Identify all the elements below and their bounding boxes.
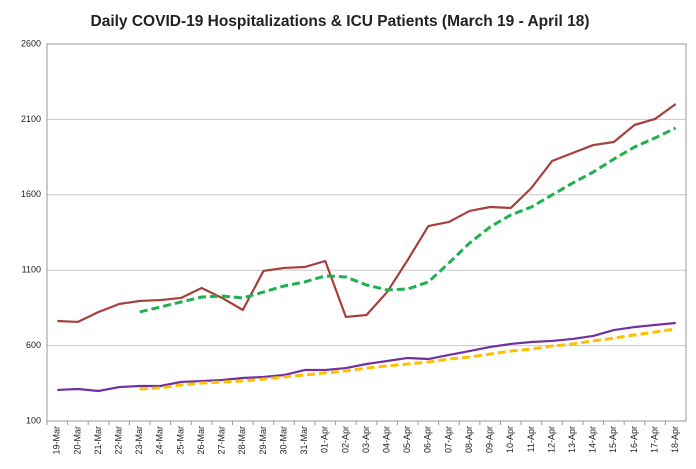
x-tick-label: 30-Mar [278,426,288,455]
x-tick-label: 25-Mar [175,426,185,455]
x-tick-label: 29-Mar [258,426,268,455]
x-tick-label: 06-Apr [423,426,433,453]
x-tick-label: 18-Apr [670,426,680,453]
y-tick-label: 2600 [21,38,41,48]
x-tick-label: 19-Mar [52,426,62,455]
x-tick-label: 08-Apr [464,426,474,453]
x-tick-label: 05-Apr [402,426,412,453]
y-tick-label: 1600 [21,189,41,199]
x-tick-label: 27-Mar [217,426,227,455]
y-tick-label: 1100 [22,265,41,275]
plot-border [46,43,687,422]
x-tick-label: 01-Apr [320,426,330,453]
x-tick-label: 17-Apr [649,426,659,453]
chart-title: Daily COVID-19 Hospitalizations & ICU Pa… [91,13,590,30]
x-tick-label: 12-Apr [546,426,556,453]
x-tick-label: 26-Mar [196,426,206,455]
x-tick-label: 03-Apr [361,426,371,453]
y-tick-label: 100 [26,415,41,425]
x-tick-label: 15-Apr [608,426,618,453]
x-tick-label: 20-Mar [72,426,82,455]
x-tick-label: 24-Mar [155,426,165,455]
series-line [57,321,676,393]
x-tick-label: 04-Apr [381,426,391,453]
x-tick-label: 10-Apr [505,426,515,453]
x-tick-label: 16-Apr [629,426,639,453]
series-line [139,327,676,391]
x-tick-label: 09-Apr [485,426,495,453]
series-line [139,126,677,314]
x-tick-label: 31-Mar [299,426,309,455]
x-tick-label: 11-Apr [526,426,536,452]
series-line [57,103,677,324]
y-tick-label: 600 [26,340,41,350]
x-tick-label: 22-Mar [114,426,124,455]
x-tick-label: 21-Mar [93,426,103,455]
x-tick-label: 02-Apr [340,426,350,453]
x-tick-label: 28-Mar [237,426,247,455]
x-tick-label: 23-Mar [134,426,144,455]
x-tick-label: 13-Apr [567,426,577,453]
x-tick-label: 14-Apr [588,426,598,453]
x-tick-label: 07-Apr [443,426,453,453]
y-tick-label: 2100 [21,114,41,124]
